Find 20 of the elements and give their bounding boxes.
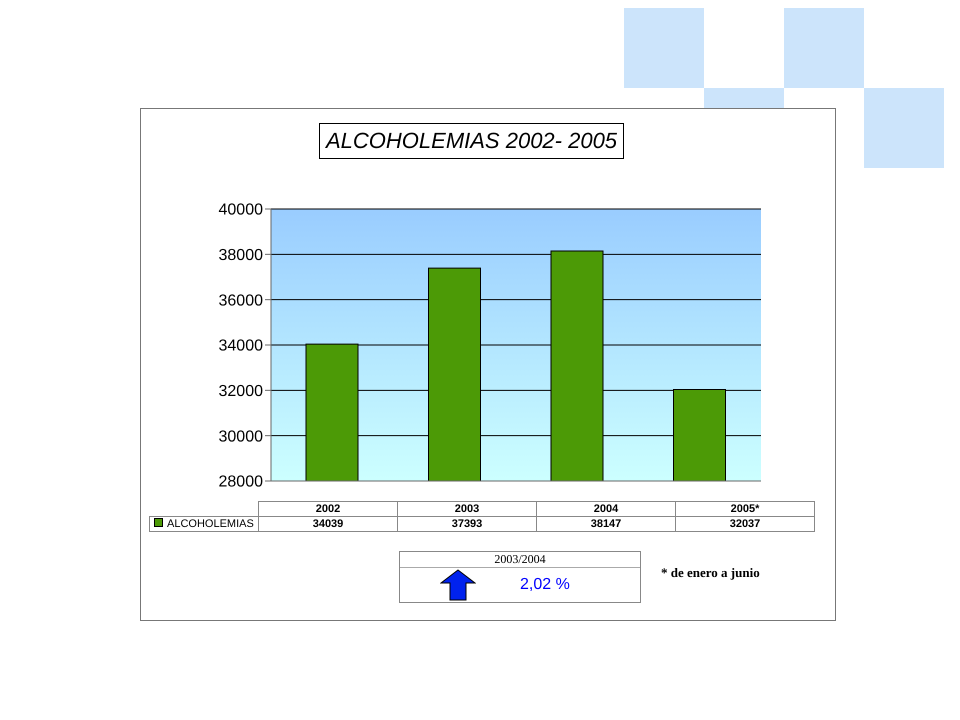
data-label: 32037: [676, 516, 814, 532]
chart-title: ALCOHOLEMIAS 2002- 2005: [319, 123, 624, 159]
y-tick-label: 30000: [218, 428, 264, 446]
data-label: 37393: [398, 516, 536, 532]
data-label: 38147: [536, 516, 676, 532]
x-tick-label: 2003: [398, 502, 536, 516]
x-tick-label: 2005*: [676, 502, 814, 516]
legend-label: ALCOHOLEMIAS: [150, 516, 258, 532]
y-tick-label: 32000: [218, 383, 264, 400]
text: 2,02 %: [520, 576, 570, 594]
y-tick-label: 38000: [218, 247, 264, 264]
text: 2003/2004: [400, 552, 640, 568]
y-tick-label: 40000: [218, 202, 264, 219]
y-tick-label: 28000: [218, 474, 264, 491]
text: * de enero a junio: [661, 565, 760, 581]
x-tick-label: 2002: [258, 502, 398, 516]
x-tick-label: 2004: [536, 502, 676, 516]
y-tick-label: 36000: [218, 292, 264, 310]
data-label: 34039: [258, 516, 398, 532]
y-tick-label: 34000: [218, 338, 264, 355]
